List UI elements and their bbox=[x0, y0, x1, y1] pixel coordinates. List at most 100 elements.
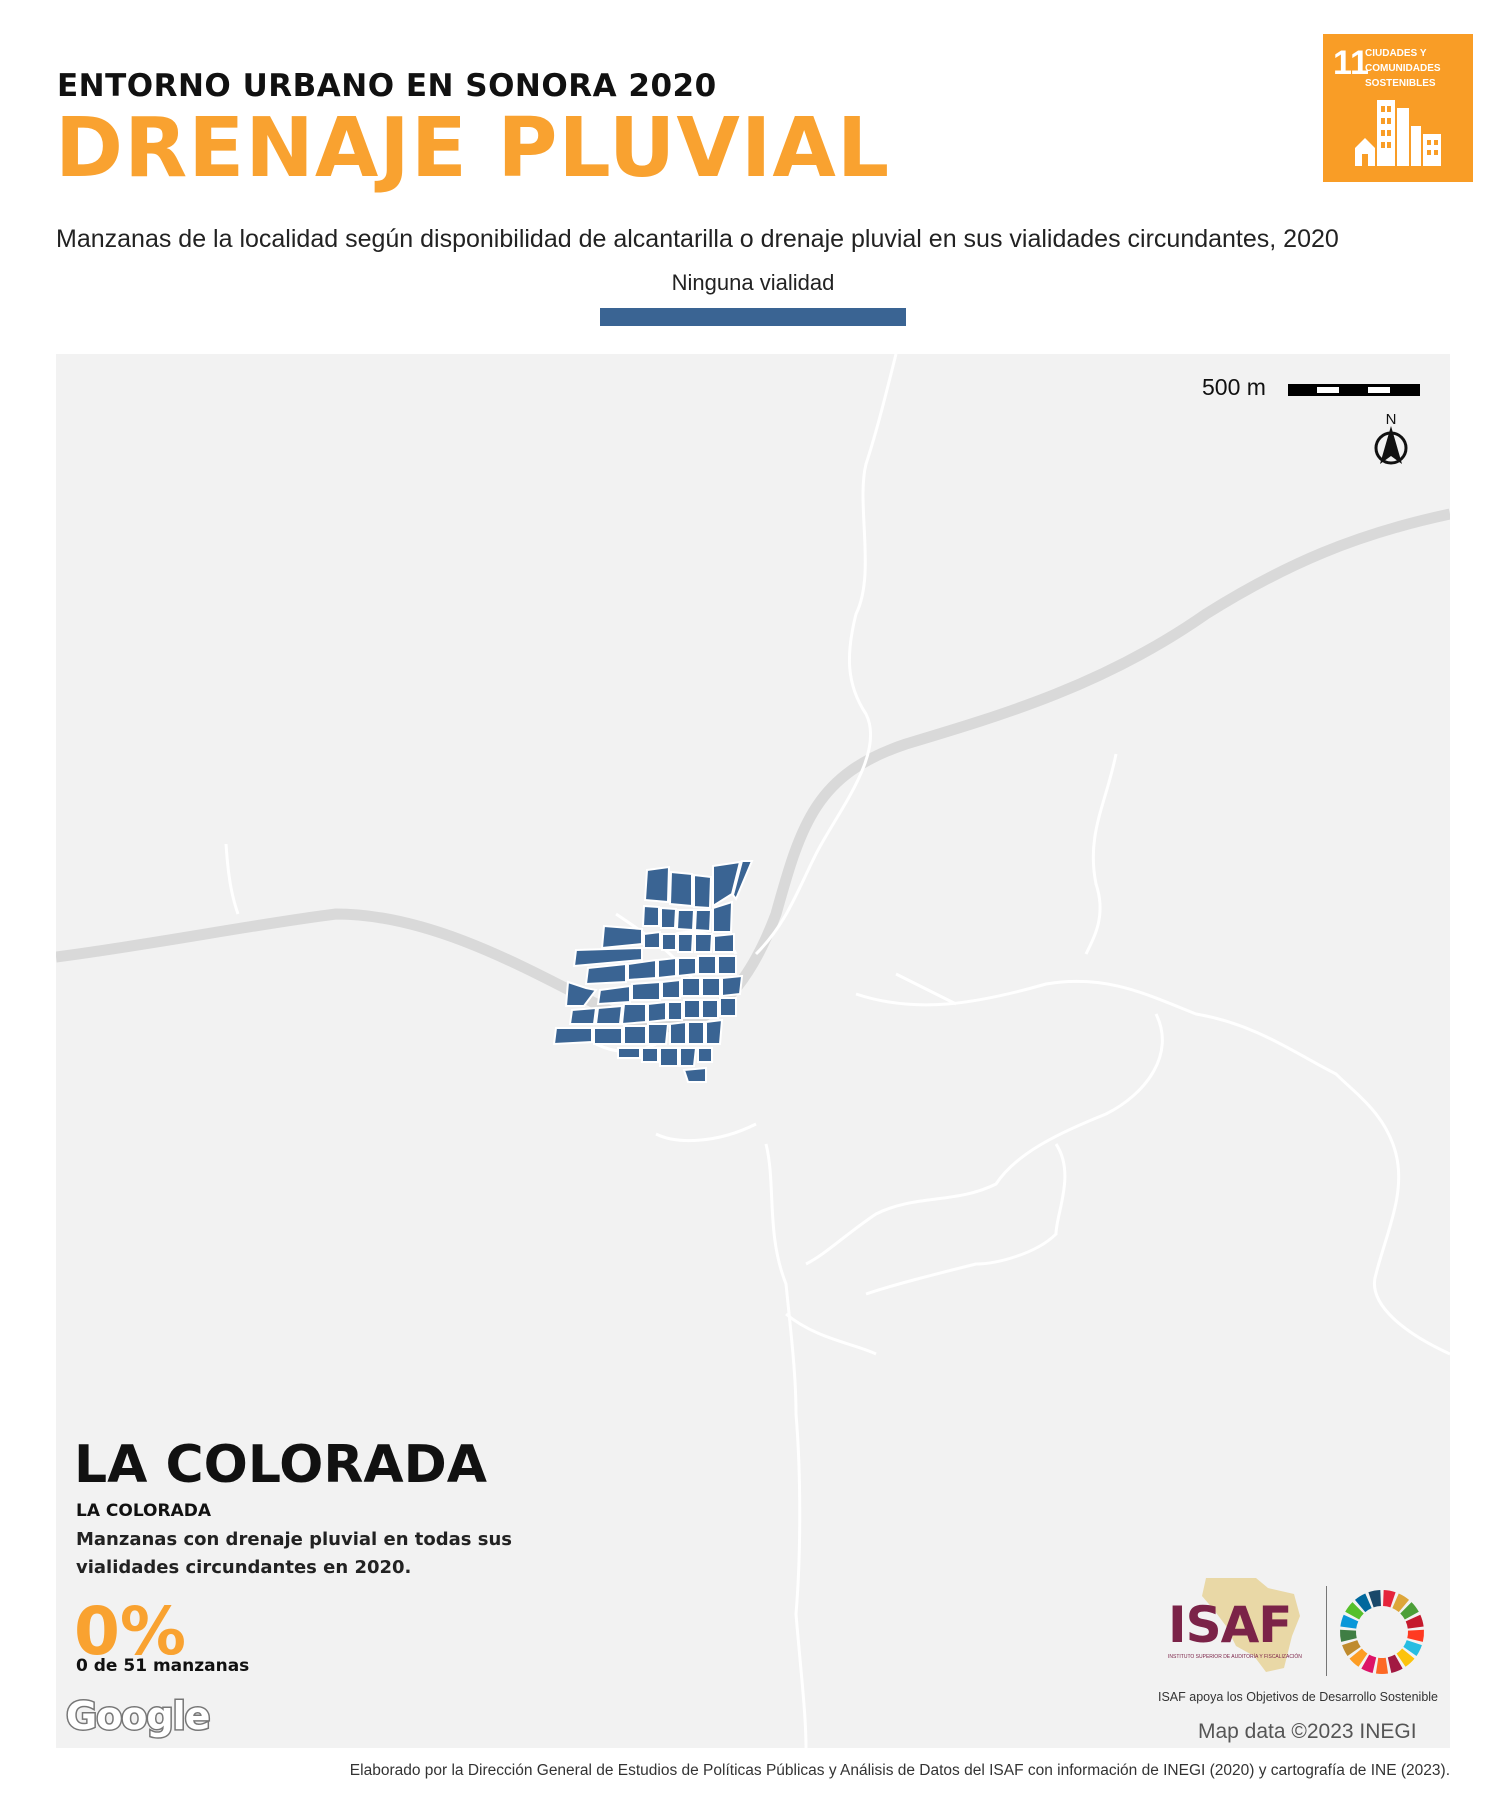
header-kicker: ENTORNO URBANO EN SONORA 2020 bbox=[57, 68, 717, 104]
sdg-wheel-segment bbox=[1400, 1602, 1419, 1620]
sdg-wheel-segment bbox=[1349, 1648, 1368, 1667]
map-attribution: Map data ©2023 INEGI bbox=[1198, 1720, 1417, 1743]
road-west-stub bbox=[224, 843, 240, 915]
city-block bbox=[697, 1047, 713, 1063]
road-south-branch bbox=[785, 1312, 877, 1356]
footer-credit: Elaborado por la Dirección General de Es… bbox=[349, 1762, 1450, 1779]
sdg-number: 11 bbox=[1333, 44, 1369, 82]
sdg-wheel-segment bbox=[1340, 1614, 1359, 1629]
city-block bbox=[568, 1006, 598, 1025]
city-block bbox=[682, 1066, 707, 1083]
sdg-wheel-segment bbox=[1368, 1590, 1382, 1608]
road-east bbox=[855, 979, 1450, 1356]
city-block bbox=[679, 1047, 698, 1067]
map-subtitle: Manzanas de la localidad según disponibi… bbox=[56, 225, 1339, 253]
sdg-wheel-segment bbox=[1392, 1593, 1410, 1613]
sdg-wheel-segment bbox=[1345, 1602, 1364, 1620]
stat-percent: 0% bbox=[74, 1593, 187, 1670]
city-block bbox=[701, 999, 719, 1019]
city-block bbox=[693, 909, 713, 933]
city-block bbox=[731, 860, 754, 901]
sdg-wheel-segment bbox=[1361, 1654, 1377, 1673]
city-block bbox=[705, 1018, 724, 1045]
north-arrow-icon: N bbox=[1374, 411, 1408, 465]
municipality-name: LA COLORADA bbox=[74, 1435, 488, 1495]
sdg-wheel-segment bbox=[1342, 1639, 1361, 1656]
sdg-wheel-segment bbox=[1407, 1629, 1424, 1642]
isaf-divider bbox=[1326, 1586, 1327, 1676]
google-logo: Google bbox=[64, 1693, 211, 1740]
city-block bbox=[659, 1047, 679, 1067]
sdg-wheel-icon bbox=[1340, 1590, 1424, 1674]
sdg-11-badge: 11 Ciudades y comunidades sostenibles bbox=[1323, 34, 1473, 182]
city-block bbox=[564, 980, 598, 1007]
city-block bbox=[627, 958, 657, 982]
sdg-wheel-segment bbox=[1387, 1654, 1403, 1673]
city-block bbox=[677, 933, 695, 953]
city-block bbox=[552, 1027, 593, 1046]
sdg-wheel-segment bbox=[1403, 1639, 1422, 1656]
city-block bbox=[719, 997, 737, 1017]
city-block bbox=[584, 962, 627, 986]
city-block bbox=[631, 980, 661, 1001]
sdg-wheel-segment bbox=[1396, 1648, 1415, 1667]
locality-blocks bbox=[552, 860, 754, 1083]
sdg-wheel-segment bbox=[1382, 1590, 1396, 1608]
sdg-wheel-segment bbox=[1405, 1614, 1424, 1629]
city-block bbox=[668, 870, 693, 908]
legend-swatch bbox=[600, 308, 906, 326]
city-block bbox=[660, 906, 678, 929]
city-block bbox=[661, 978, 681, 999]
city-block bbox=[694, 933, 714, 953]
city-block bbox=[701, 977, 721, 997]
city-block bbox=[675, 909, 696, 932]
road-east-branch bbox=[805, 1013, 1164, 1266]
city-block bbox=[717, 955, 737, 975]
isaf-wordmark: ISAF bbox=[1168, 1596, 1292, 1654]
city-block bbox=[647, 1000, 667, 1024]
city-block bbox=[683, 999, 701, 1019]
city-block bbox=[641, 904, 660, 927]
road-south bbox=[764, 1143, 808, 1748]
city-block bbox=[712, 860, 742, 908]
stat-count: 0 de 51 manzanas bbox=[76, 1656, 250, 1676]
city-block bbox=[697, 955, 717, 975]
isaf-logo: ISAF INSTITUTO SUPERIOR DE AUDITORÍA Y F… bbox=[1156, 1576, 1439, 1711]
city-block bbox=[687, 1021, 705, 1045]
road-ne-branch bbox=[1084, 753, 1118, 955]
city-block bbox=[572, 946, 643, 968]
highway bbox=[56, 508, 1450, 1032]
isaf-subtext: INSTITUTO SUPERIOR DE AUDITORÍA Y FISCAL… bbox=[1168, 1654, 1302, 1660]
city-block bbox=[712, 900, 734, 933]
city-block bbox=[721, 974, 744, 998]
city-block bbox=[641, 1047, 659, 1063]
road-local-2 bbox=[655, 1122, 757, 1142]
city-block bbox=[594, 1004, 624, 1025]
sdg-wheel-segment bbox=[1354, 1593, 1372, 1613]
city-block bbox=[657, 956, 677, 980]
map-area[interactable]: 500 m N LA COLORADA LA COLORADA Manzanas… bbox=[56, 354, 1450, 1748]
road-local-5 bbox=[895, 972, 957, 1006]
city-block bbox=[713, 932, 735, 953]
city-block bbox=[661, 933, 677, 951]
sonora-state-icon bbox=[1202, 1578, 1300, 1672]
city-block bbox=[596, 984, 631, 1006]
locality-name: LA COLORADA bbox=[76, 1501, 212, 1521]
road-north bbox=[754, 354, 898, 956]
sdg-wheel-segment bbox=[1340, 1629, 1357, 1642]
city-icon bbox=[1355, 100, 1441, 166]
stat-description: Manzanas con drenaje pluvial en todas su… bbox=[76, 1529, 512, 1578]
north-label: N bbox=[1386, 411, 1397, 428]
city-block bbox=[643, 930, 661, 949]
sdg-label: Ciudades y comunidades sostenibles bbox=[1365, 48, 1441, 89]
isaf-caption: ISAF apoya los Objetivos de Desarrollo S… bbox=[1158, 1690, 1439, 1704]
city-block bbox=[647, 1023, 670, 1045]
city-block bbox=[669, 1020, 687, 1045]
city-block bbox=[620, 1003, 647, 1026]
city-block bbox=[667, 1001, 683, 1021]
scale-bar bbox=[1288, 384, 1420, 396]
city-block bbox=[681, 977, 701, 997]
city-block bbox=[617, 1047, 641, 1059]
road-southeast bbox=[865, 1143, 1067, 1296]
city-block bbox=[693, 873, 713, 910]
